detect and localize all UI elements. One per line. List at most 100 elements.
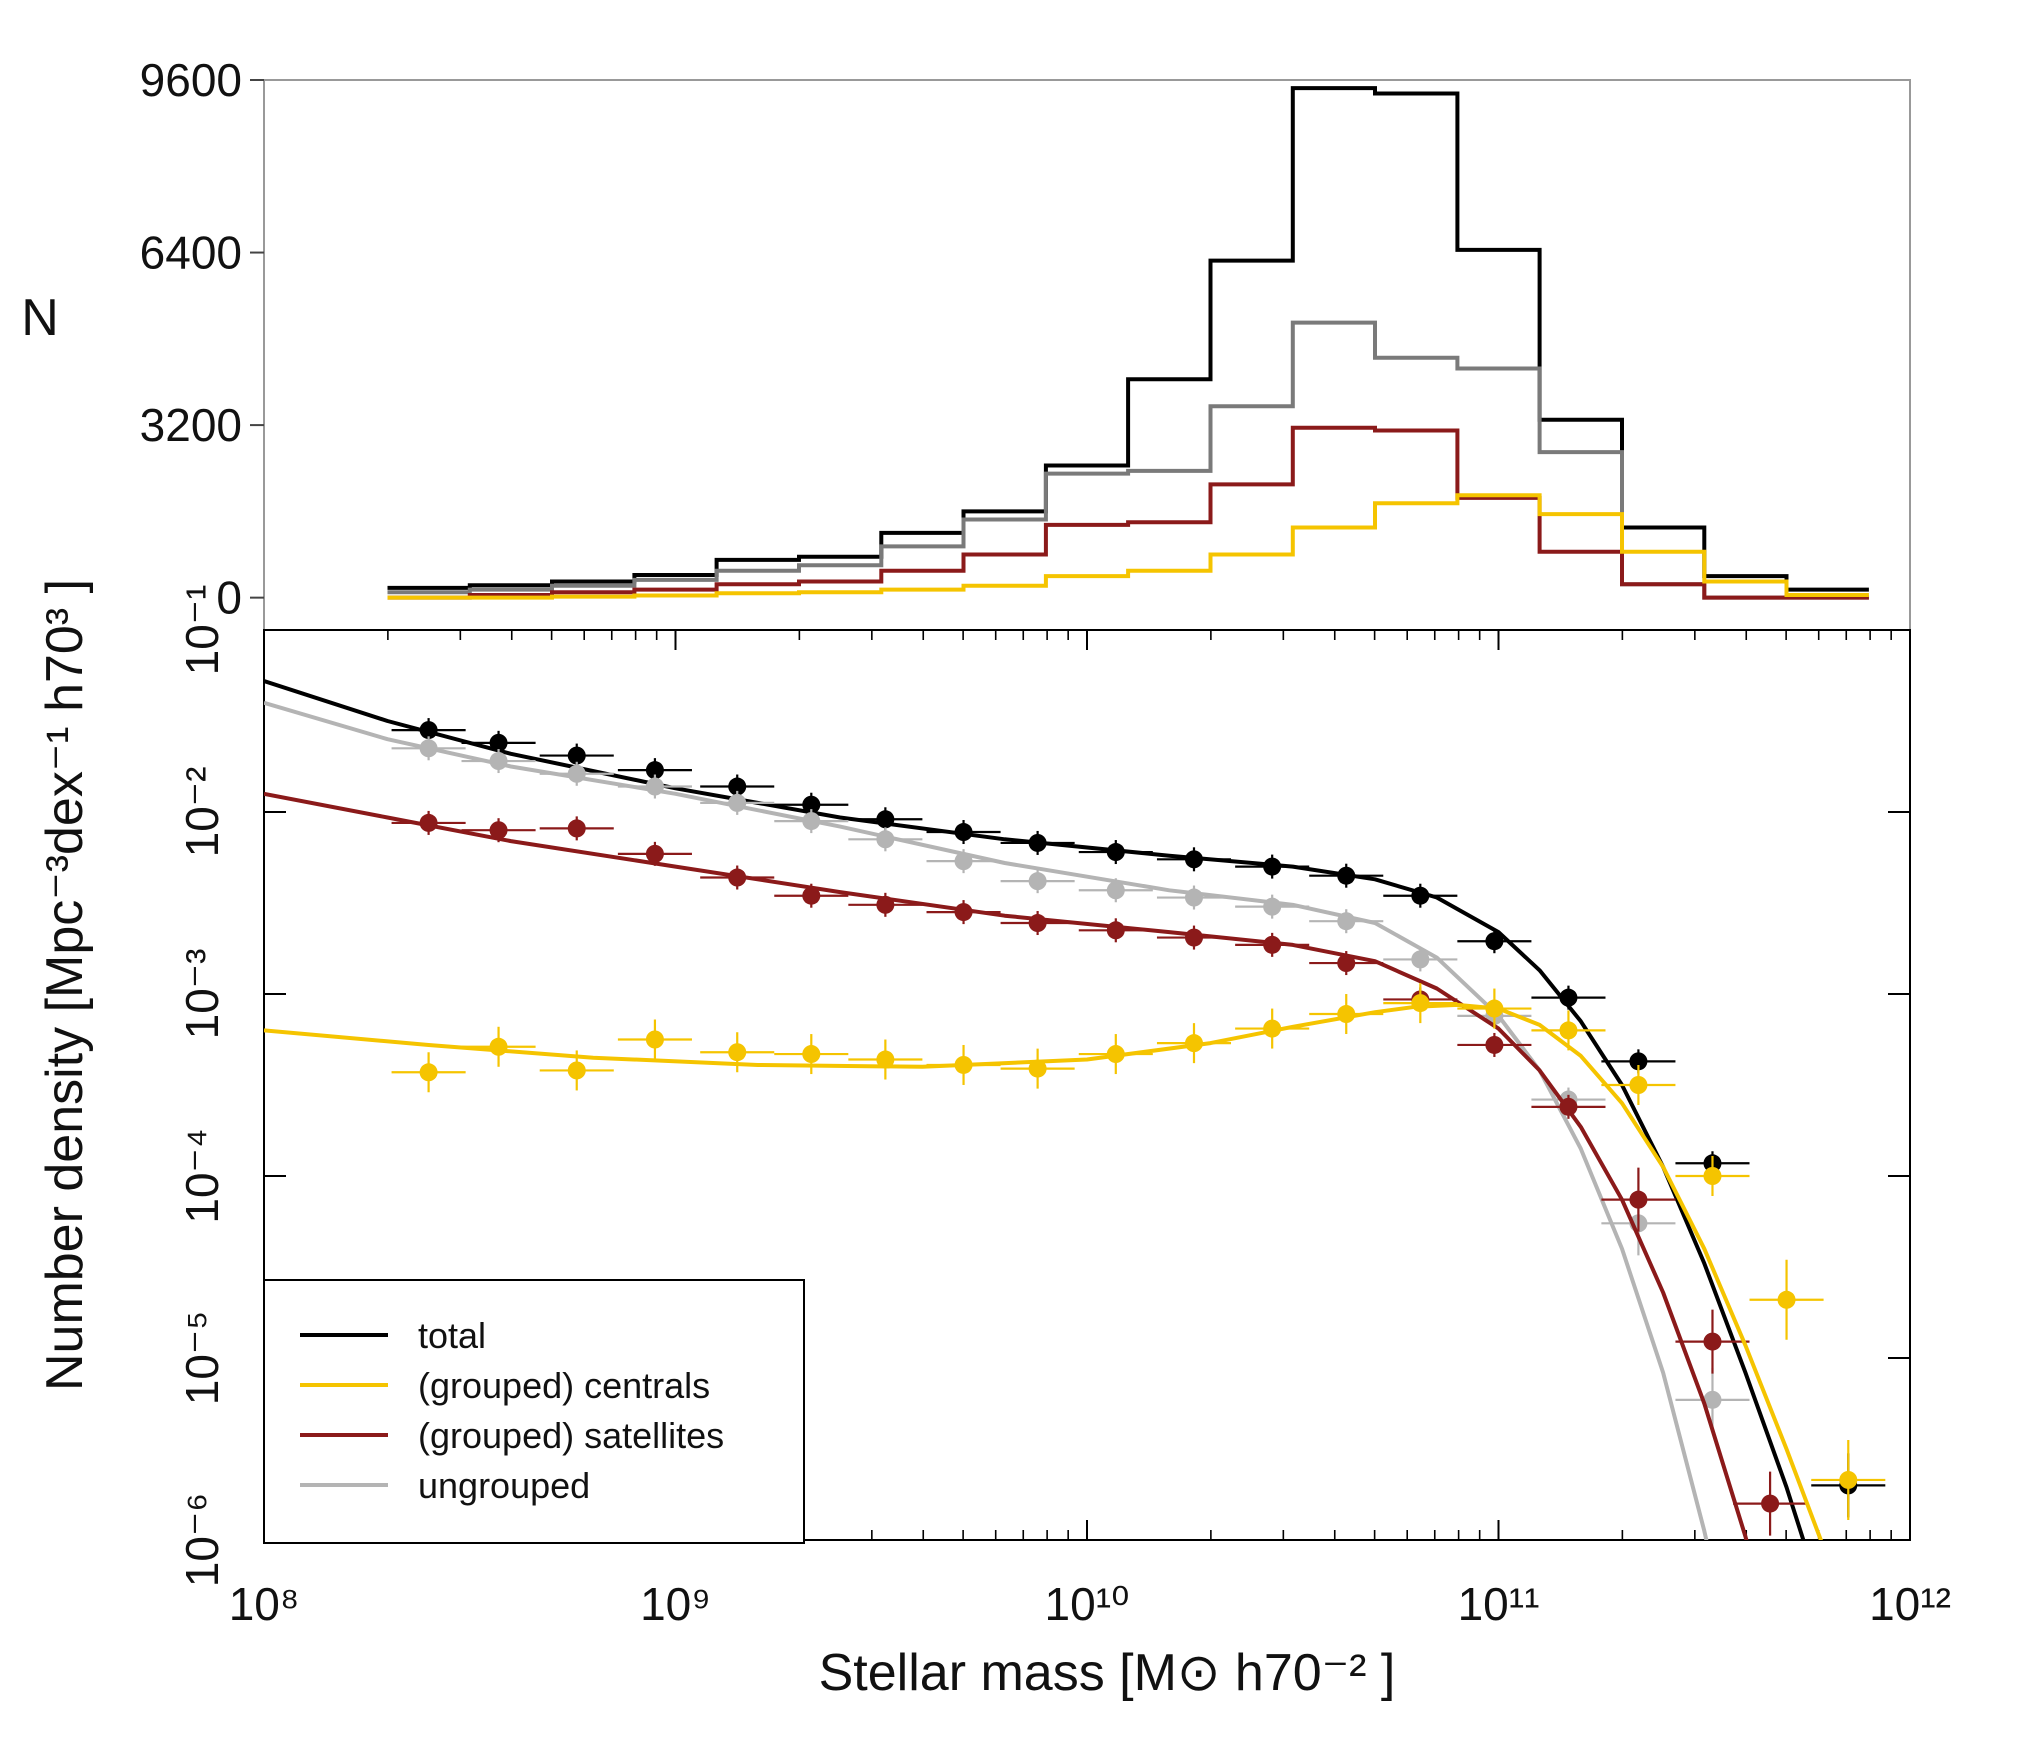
y-axis-title: Number density [Mpc⁻³dex⁻¹ h70³ ] xyxy=(36,579,94,1391)
point-grouped-centrals xyxy=(1184,1034,1203,1053)
point-grouped-satellites xyxy=(567,819,586,838)
point-grouped-centrals xyxy=(1337,1005,1356,1024)
histogram-panel: 0 3200 6400 9600 N xyxy=(21,54,1911,631)
histogram-series-grouped-centrals xyxy=(387,493,1869,600)
point-grouped-centrals xyxy=(1703,1167,1722,1185)
point-grouped-centrals xyxy=(1411,994,1430,1013)
point-grouped-satellites xyxy=(645,844,664,863)
point-total xyxy=(802,795,821,814)
histogram-y-axis-title: N xyxy=(21,289,59,347)
fit-curve-ungrouped xyxy=(264,700,1709,1540)
histogram-y-tick-label: 9600 xyxy=(140,54,242,106)
point-grouped-satellites xyxy=(728,868,747,887)
point-grouped-centrals xyxy=(1263,1019,1282,1038)
point-ungrouped xyxy=(1028,872,1047,891)
x-tick-label: 10⁸ xyxy=(229,1578,300,1630)
point-ungrouped xyxy=(489,752,508,771)
number-density-series xyxy=(264,679,1886,1540)
point-total xyxy=(1106,843,1125,862)
x-tick-label: 10¹⁰ xyxy=(1045,1578,1130,1630)
point-ungrouped xyxy=(728,793,747,812)
point-grouped-centrals xyxy=(1106,1045,1125,1064)
point-grouped-satellites xyxy=(1703,1332,1722,1351)
point-total xyxy=(1559,988,1578,1007)
point-grouped-satellites xyxy=(802,886,821,905)
point-grouped-centrals xyxy=(1839,1470,1858,1489)
legend-box xyxy=(263,1279,805,1544)
point-grouped-satellites xyxy=(1184,928,1203,947)
point-grouped-satellites xyxy=(419,813,438,832)
point-total xyxy=(645,761,664,780)
point-ungrouped xyxy=(645,777,664,796)
y-tick-label: 10⁻³ xyxy=(176,949,228,1040)
point-grouped-centrals xyxy=(1028,1059,1047,1078)
point-grouped-centrals xyxy=(876,1050,895,1069)
y-tick-label: 10⁻⁵ xyxy=(176,1311,228,1406)
point-grouped-satellites xyxy=(1485,1035,1504,1054)
legend-label-satellites: (grouped) satellites xyxy=(418,1415,724,1456)
x-tick-label: 10⁹ xyxy=(640,1578,711,1630)
point-grouped-satellites xyxy=(1263,935,1282,954)
point-ungrouped xyxy=(1106,881,1125,900)
point-grouped-centrals xyxy=(802,1045,821,1064)
point-grouped-centrals xyxy=(419,1063,438,1082)
point-total xyxy=(1629,1052,1648,1071)
y-tick-label: 10⁻⁶ xyxy=(176,1493,228,1587)
histogram-y-tick-label: 3200 xyxy=(140,399,242,451)
point-total xyxy=(1411,886,1430,905)
point-grouped-centrals xyxy=(954,1055,973,1074)
number-density-panel: 10⁸ 10⁹ 10¹⁰ 10¹¹ 10¹² 10⁻⁶ 10⁻⁵ 10⁻⁴ 10⁻³ 10⁻² 10… xyxy=(36,579,1951,1702)
histogram-y-tick-label: 6400 xyxy=(140,227,242,279)
point-grouped-centrals xyxy=(1485,999,1504,1018)
fit-curve-grouped-centrals xyxy=(264,1002,1823,1540)
point-grouped-satellites xyxy=(1559,1097,1578,1116)
histogram-y-tick-label: 0 xyxy=(216,572,242,624)
point-total xyxy=(1263,857,1282,876)
point-ungrouped xyxy=(1703,1390,1722,1409)
point-ungrouped xyxy=(1411,950,1430,969)
point-ungrouped xyxy=(1337,912,1356,931)
histogram-series-total xyxy=(387,86,1869,592)
point-total xyxy=(1028,833,1047,852)
point-total xyxy=(1485,932,1504,951)
x-tick-label: 10¹² xyxy=(1869,1578,1951,1630)
point-grouped-satellites xyxy=(1028,914,1047,933)
point-grouped-satellites xyxy=(954,903,973,922)
point-grouped-centrals xyxy=(567,1061,586,1080)
x-axis-title: Stellar mass [M⊙ h70⁻² ] xyxy=(819,1644,1396,1702)
point-grouped-satellites xyxy=(489,821,508,840)
point-grouped-satellites xyxy=(1106,921,1125,940)
point-ungrouped xyxy=(419,739,438,758)
y-tick-label: 10⁻² xyxy=(176,767,228,858)
point-grouped-satellites xyxy=(1337,954,1356,973)
point-grouped-centrals xyxy=(1777,1290,1796,1309)
point-ungrouped xyxy=(802,812,821,831)
point-grouped-centrals xyxy=(1559,1021,1578,1040)
point-total xyxy=(876,810,895,829)
legend-label-centrals: (grouped) centrals xyxy=(418,1365,710,1406)
legend: total (grouped) centrals (grouped) satel… xyxy=(263,1279,805,1544)
point-grouped-centrals xyxy=(728,1043,747,1062)
point-ungrouped xyxy=(1263,897,1282,916)
point-total xyxy=(728,777,747,796)
point-total xyxy=(419,721,438,740)
point-ungrouped xyxy=(876,830,895,849)
point-total xyxy=(954,823,973,842)
point-grouped-satellites xyxy=(1761,1494,1780,1513)
point-grouped-centrals xyxy=(645,1030,664,1049)
point-grouped-satellites xyxy=(876,895,895,914)
point-ungrouped xyxy=(954,852,973,871)
legend-label-total: total xyxy=(418,1315,486,1356)
y-tick-label: 10⁻¹ xyxy=(176,585,228,676)
histogram-series-ungrouped xyxy=(387,320,1869,600)
fit-curve-grouped-satellites xyxy=(264,791,1749,1540)
histogram-series-grouped-satellites xyxy=(387,425,1869,600)
point-total xyxy=(489,733,508,752)
histogram-steps xyxy=(387,86,1869,600)
point-grouped-satellites xyxy=(1629,1190,1648,1209)
legend-label-ungrouped: ungrouped xyxy=(418,1465,590,1506)
point-total xyxy=(1184,850,1203,869)
y-tick-label: 10⁻⁴ xyxy=(176,1128,228,1223)
point-ungrouped xyxy=(1184,888,1203,907)
